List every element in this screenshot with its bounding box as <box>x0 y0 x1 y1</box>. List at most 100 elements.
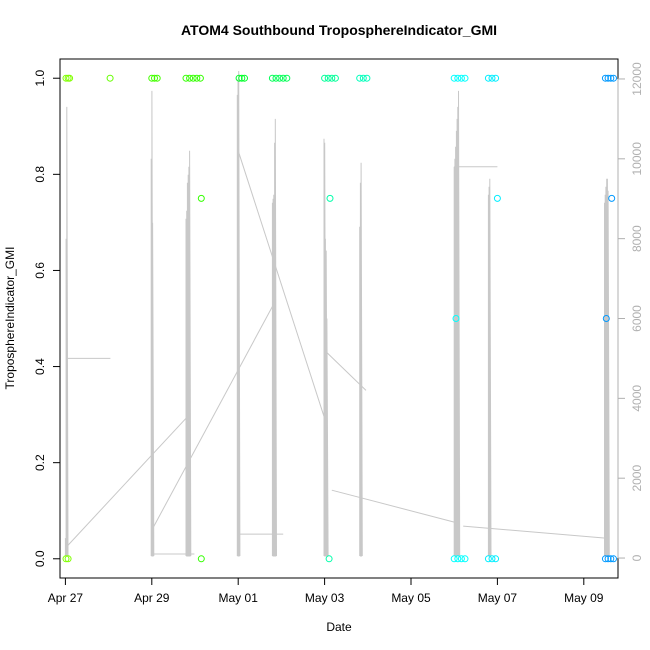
connector-line <box>237 150 326 419</box>
y-right-tick-label: 8000 <box>630 225 644 252</box>
x-tick-label: Apr 29 <box>134 591 170 605</box>
connector-lines-layer <box>66 150 606 555</box>
y-right-tick-label: 0 <box>630 554 644 561</box>
y-right-tick-label: 4000 <box>630 385 644 412</box>
data-point <box>193 74 201 82</box>
data-point <box>457 555 465 563</box>
data-point <box>196 74 204 82</box>
data-point <box>607 555 615 563</box>
connector-line <box>151 306 273 531</box>
spike-burst <box>323 138 329 557</box>
data-point <box>326 194 334 202</box>
data-point <box>197 194 205 202</box>
data-point <box>189 74 197 82</box>
connector-line <box>463 525 606 539</box>
data-point <box>454 555 462 563</box>
data-point <box>182 74 190 82</box>
y-right-tick-label: 6000 <box>630 305 644 332</box>
y-right-tick-label: 12000 <box>630 62 644 96</box>
data-point <box>461 74 469 82</box>
data-point <box>601 74 609 82</box>
y-left-tick-label: 0.8 <box>33 166 47 183</box>
data-point <box>324 74 332 82</box>
y-axis-right: 0 2000 4000 6000 8000 10000 12000 <box>617 62 644 561</box>
data-point <box>452 315 460 322</box>
connector-line <box>331 489 455 523</box>
plot-frame <box>59 58 619 579</box>
y-left-tick-label: 0.2 <box>33 454 47 471</box>
spike-burst <box>271 118 277 557</box>
y-right-tick-label: 2000 <box>630 465 644 492</box>
data-point <box>62 74 70 82</box>
data-point <box>272 74 280 82</box>
data-point <box>607 74 615 82</box>
data-point <box>241 74 248 82</box>
data-point <box>488 555 496 563</box>
data-point <box>461 555 469 563</box>
data-point <box>62 555 70 563</box>
data-point <box>602 315 610 322</box>
y-axis-left: 0.0 0.2 0.4 0.6 0.8 1.0 <box>33 70 61 567</box>
spike-burst <box>453 90 461 557</box>
spike-burst <box>487 178 492 557</box>
data-point <box>325 555 333 563</box>
data-point <box>610 74 617 82</box>
x-tick-label: May 03 <box>305 591 345 605</box>
data-point <box>276 74 284 82</box>
y-left-tick-label: 0.4 <box>33 358 47 375</box>
data-point <box>283 74 291 82</box>
data-point <box>604 74 612 82</box>
data-point <box>454 74 462 82</box>
data-point <box>186 74 194 82</box>
x-tick-label: Apr 27 <box>48 591 84 605</box>
spike-burst <box>185 150 192 557</box>
data-point <box>450 555 458 563</box>
spike-burst <box>236 70 241 557</box>
y-left-tick-label: 0.0 <box>33 550 47 567</box>
data-point <box>328 74 336 82</box>
spike-burst <box>359 162 363 557</box>
x-tick-label: May 09 <box>564 591 604 605</box>
data-point <box>363 74 371 82</box>
y-right-tick-label: 10000 <box>630 142 644 176</box>
connector-line <box>66 417 187 547</box>
y-left-tick-label: 1.0 <box>33 70 47 87</box>
x-tick-label: May 05 <box>391 591 431 605</box>
data-point <box>488 74 496 82</box>
x-tick-label: May 07 <box>478 591 518 605</box>
data-point <box>604 555 612 563</box>
connector-line <box>324 350 367 391</box>
data-point <box>359 74 367 82</box>
spike-burst <box>604 178 610 557</box>
x-axis: Apr 27 Apr 29 May 01 May 03 May 05 May 07 May … <box>48 577 604 605</box>
data-point <box>321 74 329 82</box>
data-point <box>197 555 205 563</box>
data-point <box>601 555 609 563</box>
data-point <box>331 74 339 82</box>
y-axis-label: TroposphereIndicator_GMI <box>3 247 17 390</box>
data-point <box>608 194 616 202</box>
data-point <box>238 74 246 82</box>
spike-series-layer <box>64 70 610 557</box>
data-point <box>151 74 158 82</box>
spike-burst <box>150 90 155 557</box>
data-point <box>279 74 287 82</box>
data-point <box>66 74 74 82</box>
data-point <box>356 74 364 82</box>
y-left-tick-label: 0.6 <box>33 262 47 279</box>
spike-burst <box>64 106 69 557</box>
data-point <box>484 555 492 563</box>
data-point <box>610 555 617 563</box>
chart-title: ATOM4 Southbound TroposphereIndicator_GM… <box>181 22 497 38</box>
data-point <box>235 74 243 82</box>
data-point <box>484 74 492 82</box>
data-point <box>492 74 500 82</box>
data-point <box>106 74 114 82</box>
x-tick-label: May 01 <box>219 591 259 605</box>
data-point <box>450 74 458 82</box>
data-point <box>64 555 72 563</box>
data-point <box>268 74 276 82</box>
x-axis-label: Date <box>326 620 352 634</box>
